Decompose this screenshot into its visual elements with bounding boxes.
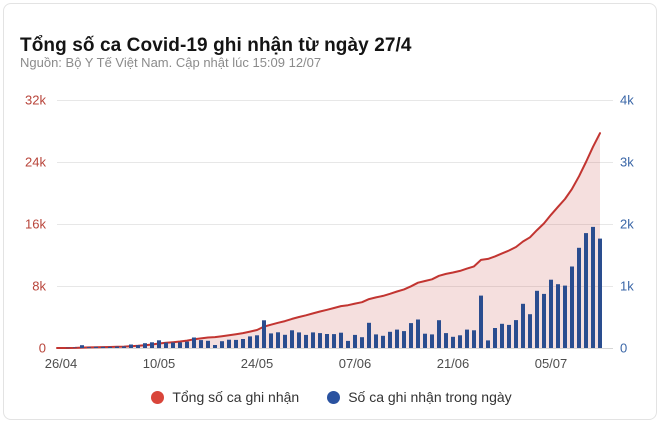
- y-left-tick: 8k: [32, 278, 46, 294]
- daily-series-dot-icon: [327, 390, 341, 404]
- y-right-tick: 3k: [620, 154, 634, 170]
- legend-label-daily: Số ca ghi nhận trong ngày: [348, 389, 512, 405]
- y-right-tick: 1k: [620, 278, 634, 294]
- x-axis-tick: 10/05: [142, 356, 176, 371]
- y-left-tick: 0: [38, 340, 46, 356]
- chart-area: 32k 24k 16k 8k 0 4k 3k 2k 1k 0 26/04 10/05 24/05 07…: [0, 85, 663, 381]
- y-left-tick: 32k: [25, 92, 46, 108]
- x-axis-tick: 05/07: [534, 356, 568, 371]
- x-axis-tick: 24/05: [240, 356, 274, 371]
- y-left-tick: 24k: [25, 154, 46, 170]
- y-left-tick: 16k: [25, 216, 46, 232]
- x-axis-tick: 26/04: [44, 356, 78, 371]
- legend: Tổng số ca ghi nhận Số ca ghi nhận trong…: [0, 389, 663, 405]
- y-right-tick: 0: [620, 340, 628, 356]
- legend-item-total[interactable]: Tổng số ca ghi nhận: [151, 389, 299, 405]
- total-series-dot-icon: [151, 390, 165, 404]
- card: [3, 3, 657, 420]
- x-axis-tick: 21/06: [436, 356, 470, 371]
- y-right-tick: 2k: [620, 216, 634, 232]
- chart-svg: [56, 100, 613, 349]
- x-axis-tick: 07/06: [338, 356, 372, 371]
- legend-label-total: Tổng số ca ghi nhận: [172, 389, 300, 405]
- page-title: Tổng số ca Covid-19 ghi nhận từ ngày 27/…: [20, 34, 412, 56]
- legend-item-daily[interactable]: Số ca ghi nhận trong ngày: [327, 389, 512, 405]
- y-right-tick: 4k: [620, 92, 634, 108]
- chart-source-subtitle: Nguồn: Bộ Y Tế Việt Nam. Cập nhật lúc 15…: [20, 55, 322, 70]
